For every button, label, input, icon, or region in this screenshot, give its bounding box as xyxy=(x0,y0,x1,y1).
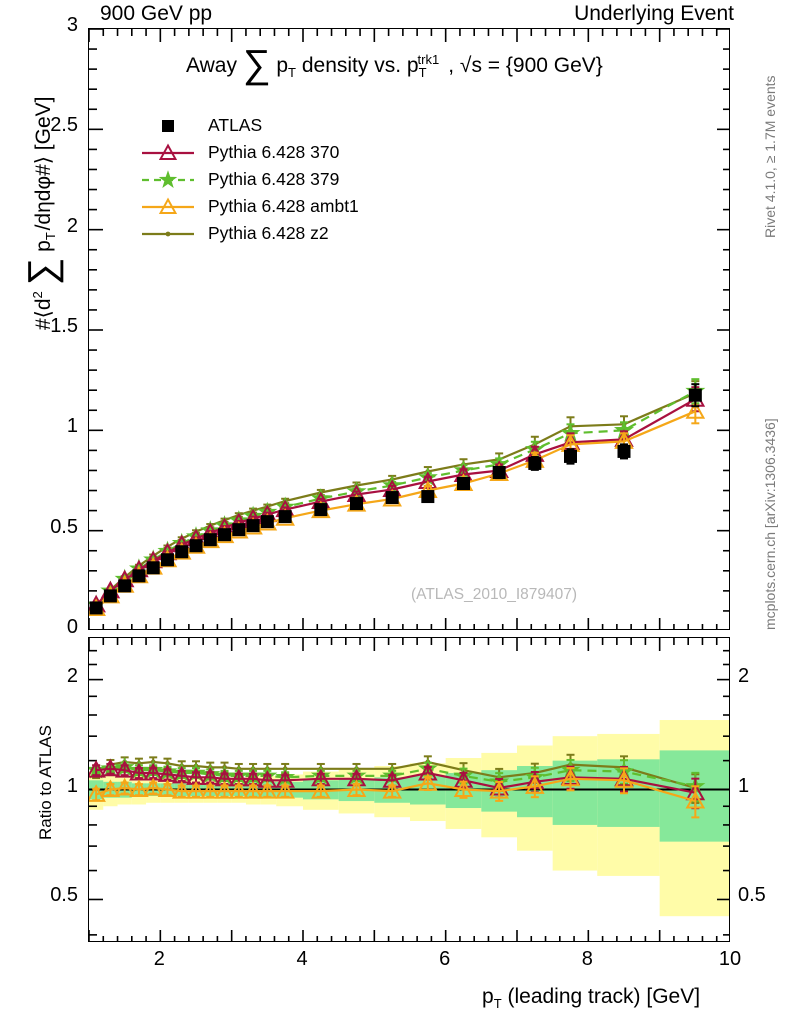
ratio-y-tick-0.5: 0.5 xyxy=(50,884,78,907)
legend-label-3: Pythia 6.428 ambt1 xyxy=(208,196,359,216)
legend-item-2[interactable]: Pythia 6.428 379 xyxy=(140,166,359,193)
main-axis-ticks xyxy=(89,29,729,629)
legend-swatch-1 xyxy=(142,143,194,160)
title-prefix: Away xyxy=(186,54,237,77)
rivet-version-label: Rivet 4.1.0, ≥ 1.7M events xyxy=(762,75,778,238)
ratio-plot-svg xyxy=(89,638,729,941)
watermark-text: (ATLAS_2010_I879407) xyxy=(411,586,577,603)
x-axis-label-p: pT xyxy=(482,985,502,1012)
ratio-y-tick-1: 1 xyxy=(66,774,78,797)
ratio-axis-ticks xyxy=(89,638,729,941)
title-sum-symbol: ∑ xyxy=(242,43,271,86)
main-series-group xyxy=(89,378,706,617)
main-plot-svg: (ATLAS_2010_I879407) xyxy=(89,29,729,629)
legend-swatch-4 xyxy=(142,231,194,236)
title-tail: , √s = {900 GeV} xyxy=(448,54,603,77)
x-tick-2: 2 xyxy=(153,948,165,970)
legend: ATLAS Pythia 6.428 370 Pythia 6.428 379 Pyt… xyxy=(140,112,359,247)
legend-label-4: Pythia 6.428 z2 xyxy=(208,223,329,243)
main-y-tick-1: 1 xyxy=(66,415,78,438)
main-y-tick-2.5: 2.5 xyxy=(50,114,78,137)
legend-swatch-2 xyxy=(142,169,194,188)
main-plot-panel: (ATLAS_2010_I879407) xyxy=(88,28,730,630)
ratio-y-tick-right-1: 1 xyxy=(738,774,750,797)
main-y-tick-3: 3 xyxy=(66,14,78,36)
mcplots-source-label: mcplots.cern.ch [arXiv:1306.3436] xyxy=(762,418,778,630)
legend-swatch-0 xyxy=(162,119,174,132)
main-y-tick-1.5: 1.5 xyxy=(50,315,78,337)
ratio-y-tick-right-2: 2 xyxy=(738,664,750,687)
x-axis-label-rest: (leading track) [GeV] xyxy=(507,985,701,1008)
header-right: Underlying Event xyxy=(574,2,734,25)
legend-item-4[interactable]: Pythia 6.428 z2 xyxy=(140,220,359,247)
main-y-tick-0: 0 xyxy=(66,616,78,638)
ratio-y-tick-right-0.5: 0.5 xyxy=(738,884,766,907)
legend-swatch-3 xyxy=(142,197,194,214)
legend-label-1: Pythia 6.428 370 xyxy=(208,142,340,162)
x-tick-10: 10 xyxy=(718,948,742,970)
legend-item-1[interactable]: Pythia 6.428 370 xyxy=(140,139,359,166)
main-y-tick-2: 2 xyxy=(66,214,78,237)
title-pt2: pTtrk1 xyxy=(406,52,440,81)
ratio-uncertainty-bands xyxy=(89,720,729,917)
x-tick-6: 6 xyxy=(439,948,451,970)
x-tick-4: 4 xyxy=(296,948,308,970)
main-y-tick-0.5: 0.5 xyxy=(50,515,78,538)
legend-item-3[interactable]: Pythia 6.428 ambt1 xyxy=(140,193,359,220)
x-axis-label: pT (leading track) [GeV] xyxy=(482,985,700,1011)
plot-title: Away ∑ pT density vs. pTtrk1 , √s = {900 … xyxy=(186,45,603,84)
header-left: 900 GeV pp xyxy=(100,2,213,25)
ratio-y-tick-2: 2 xyxy=(66,664,78,687)
ratio-plot-panel xyxy=(88,637,730,942)
legend-label-0: ATLAS xyxy=(208,115,263,135)
title-mid: density vs. xyxy=(301,54,402,77)
ratio-series-group xyxy=(89,753,706,819)
title-pt: pT xyxy=(276,54,296,81)
x-tick-8: 8 xyxy=(581,948,593,970)
legend-label-2: Pythia 6.428 379 xyxy=(208,169,340,189)
legend-item-0[interactable]: ATLAS xyxy=(140,112,359,139)
